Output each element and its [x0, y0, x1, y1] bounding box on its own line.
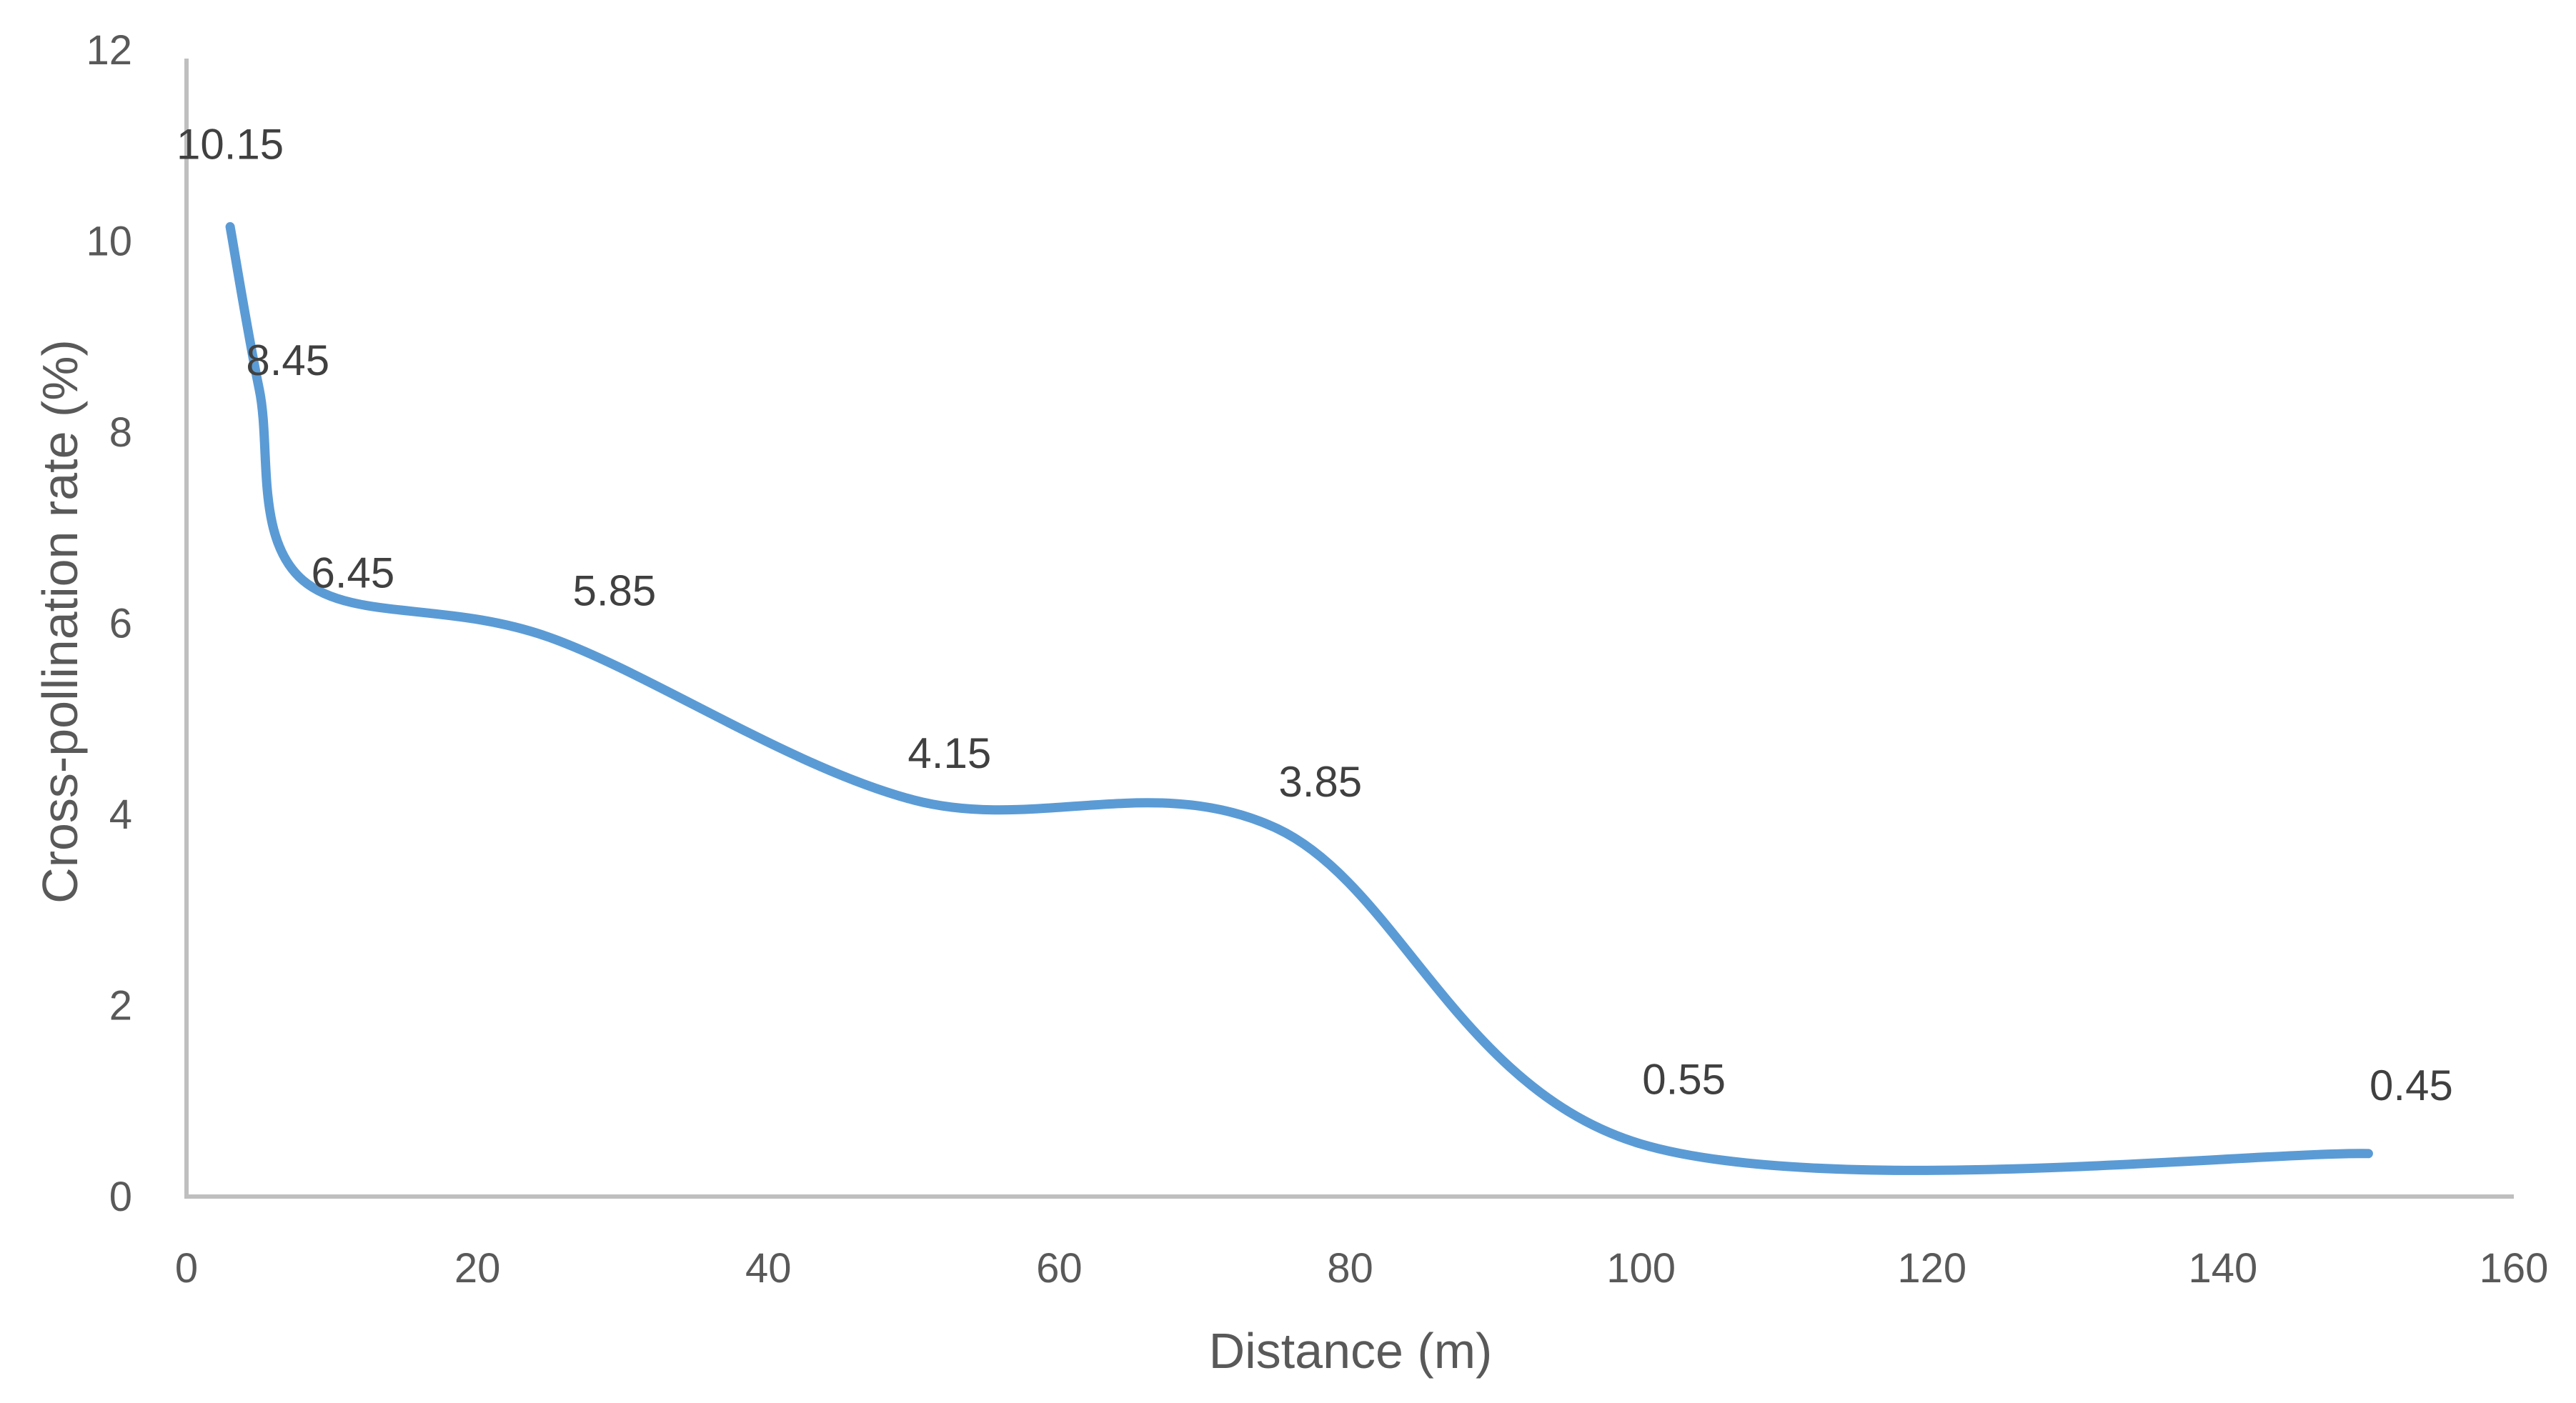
x-tick-label: 60	[1036, 1245, 1083, 1292]
x-tick-label: 160	[2480, 1245, 2549, 1292]
y-axis-title: Cross-pollination rate (%)	[32, 339, 88, 904]
x-tick-label: 80	[1327, 1245, 1373, 1292]
data-label: 10.15	[176, 120, 284, 168]
series-line	[225, 221, 2373, 1175]
x-axis-ticks: 0 20 40 60 80 100 120 140 160	[175, 1245, 2549, 1292]
y-tick-label: 8	[109, 409, 132, 456]
y-tick-label: 6	[109, 601, 132, 647]
y-tick-label: 12	[86, 27, 132, 74]
data-label: 5.85	[573, 567, 657, 615]
y-axis-ticks: 0 2 4 6 8 10 12	[86, 27, 132, 1220]
x-tick-label: 100	[1606, 1245, 1676, 1292]
data-label: 6.45	[311, 549, 394, 596]
y-tick-label: 10	[86, 219, 132, 265]
x-tick-label: 20	[454, 1245, 501, 1292]
data-label: 0.55	[1642, 1055, 1726, 1103]
x-tick-label: 0	[175, 1245, 198, 1292]
data-label: 8.45	[246, 336, 329, 384]
data-labels: 10.15 8.45 6.45 5.85 4.15 3.85 0.55 0.45	[176, 120, 2453, 1109]
data-label: 3.85	[1278, 758, 1362, 806]
data-label: 0.45	[2369, 1062, 2453, 1109]
x-tick-label: 120	[1897, 1245, 1966, 1292]
y-tick-label: 2	[109, 983, 132, 1029]
x-tick-label: 40	[745, 1245, 792, 1292]
x-axis-title: Distance (m)	[1209, 1323, 1493, 1379]
x-tick-label: 140	[2188, 1245, 2257, 1292]
y-tick-label: 4	[109, 792, 132, 838]
y-tick-label: 0	[109, 1174, 132, 1220]
data-label: 4.15	[907, 729, 991, 777]
